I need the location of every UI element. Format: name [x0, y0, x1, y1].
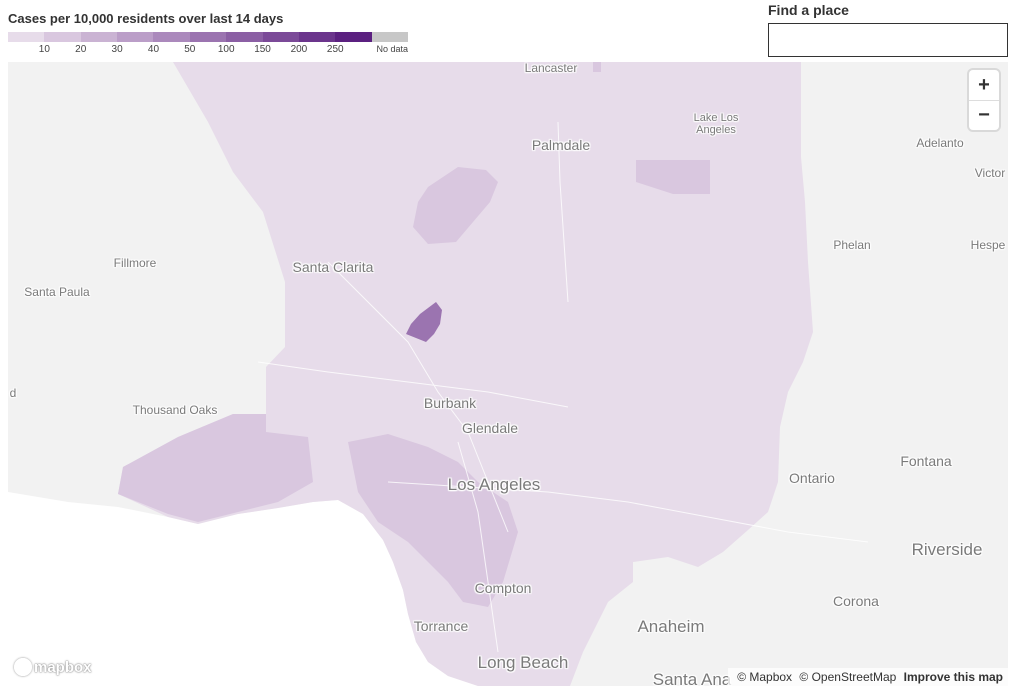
label-victorville: Victor — [974, 166, 1006, 180]
legend-swatch — [44, 32, 81, 42]
legend-tick-label: 30 — [111, 44, 123, 55]
label-lake-los-angeles: Lake Los Angeles — [693, 112, 739, 136]
high-case-area — [406, 302, 442, 342]
legend-swatch — [262, 32, 299, 42]
legend-tick-label: 200 — [290, 44, 308, 55]
mapbox-logo-text: mapbox — [34, 658, 92, 676]
legend-tick-label: 10 — [38, 44, 50, 55]
lancaster-area — [593, 62, 601, 72]
legend-ticks: No data 10 20 30 40 50 100 150 200 250 — [8, 42, 418, 56]
legend-tick-label: 20 — [75, 44, 87, 55]
label-lancaster: Lancaster — [524, 62, 578, 75]
label-palmdale: Palmdale — [531, 137, 591, 153]
legend-swatches — [8, 32, 418, 42]
label-long-beach: Long Beach — [477, 653, 569, 672]
legend-tick-label: 100 — [217, 44, 235, 55]
zoom-controls: + − — [969, 70, 999, 130]
label-santa-paula: Santa Paula — [24, 285, 90, 299]
label-santa-clarita: Santa Clarita — [292, 259, 374, 275]
mapbox-logo[interactable]: mapbox — [14, 658, 92, 676]
legend-tick-label: 250 — [326, 44, 344, 55]
roads — [257, 121, 869, 653]
legend-tick-label: 50 — [184, 44, 196, 55]
attribution: © Mapbox © OpenStreetMap Improve this ma… — [728, 668, 1008, 686]
legend-swatch — [226, 32, 263, 42]
place-search: Find a place — [768, 0, 1008, 57]
label-fillmore: Fillmore — [113, 256, 157, 270]
label-phelan: Phelan — [833, 238, 871, 252]
label-ontario: Ontario — [789, 470, 835, 486]
legend-swatch — [80, 32, 118, 42]
search-input[interactable] — [768, 23, 1008, 57]
basin-neighborhoods — [348, 434, 518, 607]
label-thousand-oaks: Thousand Oaks — [132, 403, 218, 417]
label-fontana: Fontana — [900, 453, 952, 469]
legend-tick-label: 150 — [254, 44, 271, 55]
label-riverside: Riverside — [911, 540, 983, 559]
label-torrance: Torrance — [413, 618, 469, 634]
legend-swatch — [8, 32, 45, 42]
legend-swatch — [371, 32, 408, 42]
legend-swatch — [153, 32, 190, 42]
north-neighborhood — [413, 167, 498, 244]
zoom-out-button[interactable]: − — [969, 100, 999, 130]
map-canvas — [8, 62, 1008, 686]
legend-tick-label: 40 — [147, 44, 160, 55]
label-hesperia: Hespe — [970, 238, 1006, 252]
west-neighborhoods — [118, 414, 313, 522]
map[interactable]: Lancaster Lake Los Angeles Palmdale Adel… — [8, 62, 1008, 686]
legend-no-data-label: No data — [376, 44, 408, 54]
legend-swatch — [335, 32, 372, 42]
zoom-in-button[interactable]: + — [978, 73, 990, 96]
label-compton: Compton — [474, 580, 532, 596]
legend: Cases per 10,000 residents over last 14 … — [8, 8, 418, 56]
label-burbank: Burbank — [423, 395, 477, 411]
label-oxnard: d — [9, 386, 17, 400]
improve-map-link[interactable]: Improve this map — [903, 670, 1003, 684]
label-adelanto: Adelanto — [916, 136, 964, 150]
label-anaheim: Anaheim — [637, 617, 705, 636]
attribution-mapbox-link[interactable]: © Mapbox — [737, 670, 793, 684]
legend-swatch — [117, 32, 154, 42]
label-corona: Corona — [833, 593, 879, 609]
ocean — [8, 492, 478, 686]
legend-swatch — [189, 32, 227, 42]
label-los-angeles: Los Angeles — [447, 475, 541, 494]
legend-title: Cases per 10,000 residents over last 14 … — [8, 11, 284, 26]
east-neighborhood — [636, 160, 710, 194]
mapbox-logo-icon — [14, 658, 32, 676]
attribution-osm-link[interactable]: © OpenStreetMap — [799, 670, 897, 684]
legend-swatch — [298, 32, 336, 42]
search-label: Find a place — [768, 2, 849, 18]
label-santa-ana: Santa Ana — [652, 670, 732, 686]
la-county-region — [118, 62, 813, 686]
label-glendale: Glendale — [461, 420, 519, 436]
